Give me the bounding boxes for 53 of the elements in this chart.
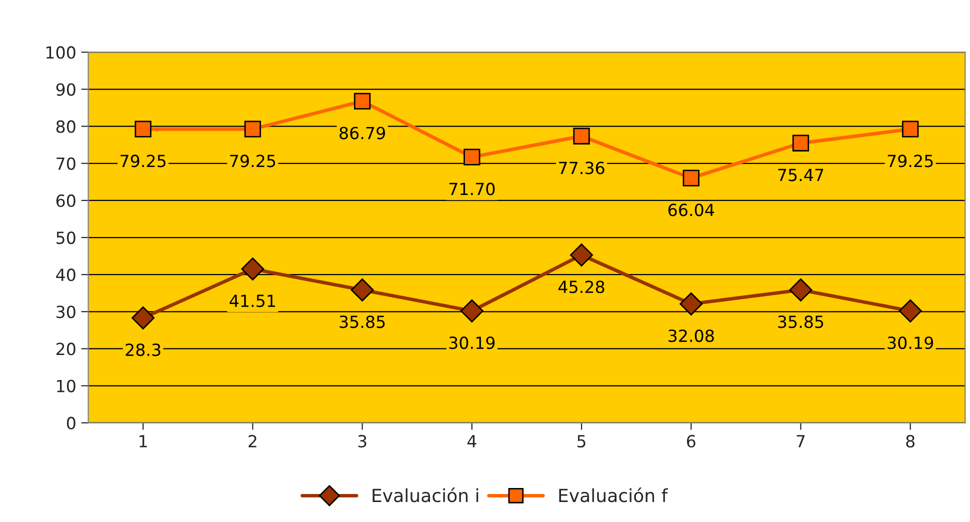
y-tick-label: 0 — [66, 416, 76, 430]
data-label: 35.85 — [778, 316, 824, 328]
data-label: 35.85 — [340, 316, 385, 328]
y-tick-label: 40 — [56, 268, 76, 282]
point — [789, 278, 812, 302]
data-label: 71.70 — [449, 182, 495, 196]
data-label: 30.19 — [449, 336, 495, 350]
y-tick-label: 10 — [57, 380, 76, 392]
data-label: 75.47 — [778, 168, 824, 182]
point — [792, 134, 810, 152]
point — [460, 299, 484, 322]
point — [464, 148, 480, 166]
y-tick-label: 70 — [56, 157, 76, 170]
legend-label: Evaluación f — [559, 488, 668, 502]
x-tick-label: 6 — [686, 434, 696, 448]
data-label: 77.36 — [559, 162, 604, 174]
x-tick-label: 2 — [248, 434, 256, 448]
data-label: 30.19 — [888, 336, 934, 350]
point — [573, 128, 590, 144]
y-tick-label: 50 — [56, 231, 76, 244]
data-label: 79.25 — [230, 154, 276, 168]
point — [902, 120, 919, 138]
x-tick-label: 7 — [796, 435, 805, 448]
x-tick-label: 1 — [140, 435, 147, 448]
data-label: 41.51 — [230, 294, 276, 308]
point — [134, 120, 152, 138]
point — [132, 306, 155, 330]
point — [898, 299, 922, 322]
y-tick-label: 60 — [56, 194, 76, 208]
y-tick-label: 30 — [56, 306, 76, 318]
point — [682, 170, 700, 186]
legend-label: Evaluación i — [372, 488, 478, 502]
y-tick-label: 80 — [56, 120, 76, 133]
data-label: 86.79 — [340, 126, 385, 140]
y-tick-label: 20 — [56, 342, 76, 356]
data-label: 28.3 — [126, 343, 160, 356]
data-label: 32.08 — [668, 329, 714, 342]
y-tick-label: 100 — [46, 46, 76, 59]
point — [244, 120, 262, 138]
x-tick-label: 5 — [578, 435, 586, 448]
point — [241, 257, 264, 280]
x-tick-label: 3 — [358, 434, 366, 448]
x-tick-label: 8 — [906, 434, 915, 448]
data-label: 66.04 — [668, 204, 714, 216]
x-tick-label: 4 — [467, 435, 476, 448]
point — [350, 278, 374, 302]
point — [354, 92, 371, 110]
point — [570, 244, 594, 266]
point — [680, 292, 703, 316]
data-label: 79.25 — [120, 154, 166, 168]
data-label: 45.28 — [558, 280, 604, 294]
data-label: 79.25 — [888, 154, 933, 168]
y-tick-label: 90 — [56, 83, 76, 96]
